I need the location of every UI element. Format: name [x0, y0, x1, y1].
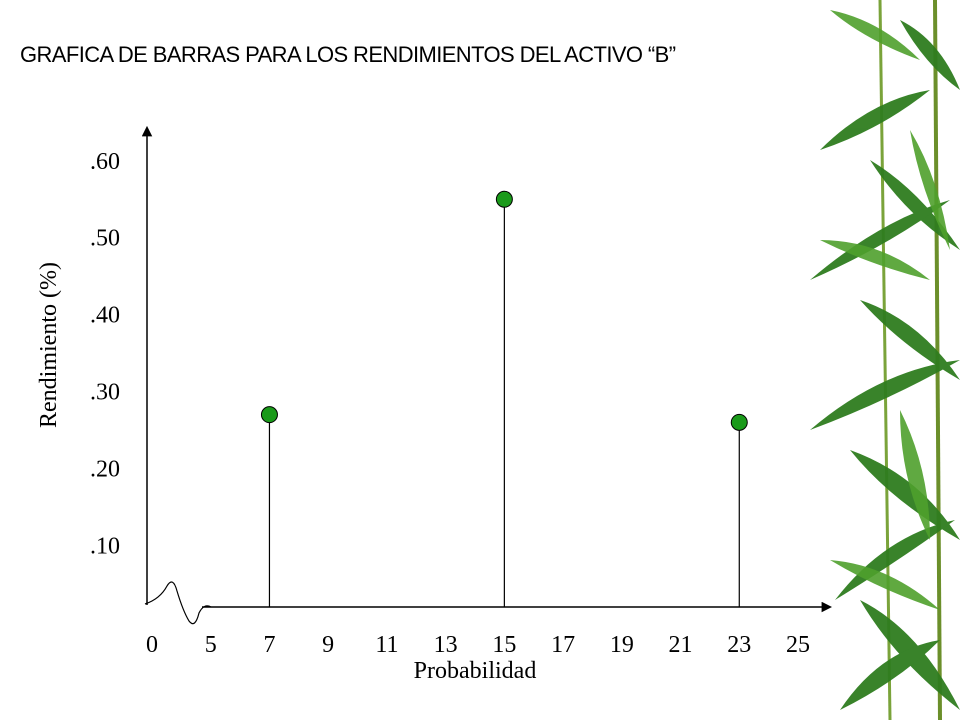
- axis-break: [144, 581, 212, 625]
- y-tick-label: .60: [90, 149, 120, 175]
- y-tick-label: .30: [90, 380, 120, 406]
- x-axis-label: Probabilidad: [414, 658, 537, 684]
- x-tick-label: 21: [669, 632, 693, 658]
- x-tick-label: 11: [375, 632, 398, 658]
- x-tick-label: 9: [322, 632, 334, 658]
- x-tick-label: 5: [205, 632, 217, 658]
- x-tick-label: 23: [727, 632, 751, 658]
- x-tick-label: 0: [146, 632, 158, 658]
- y-tick-label: .20: [90, 457, 120, 483]
- stem-marker: [260, 406, 278, 424]
- x-tick-label: 19: [610, 632, 634, 658]
- y-tick-label: .50: [90, 226, 120, 252]
- bamboo-decoration: [810, 0, 960, 720]
- y-tick-label: .10: [90, 533, 120, 559]
- stem-marker: [730, 413, 748, 431]
- chart-title: GRAFICA DE BARRAS PARA LOS RENDIMIENTOS …: [20, 42, 676, 67]
- y-axis-label: Rendimiento (%): [36, 262, 62, 428]
- x-tick-label: 7: [263, 632, 275, 658]
- y-tick-label: .40: [90, 303, 120, 329]
- stem-marker: [495, 190, 513, 208]
- x-tick-label: 13: [434, 632, 458, 658]
- x-tick-label: 17: [551, 632, 575, 658]
- x-tick-label: 25: [786, 632, 810, 658]
- x-tick-label: 15: [492, 632, 516, 658]
